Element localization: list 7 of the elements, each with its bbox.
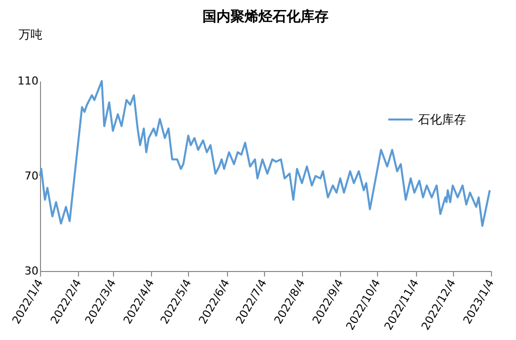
line-series (39, 80, 491, 227)
y-tick-label: 70 (24, 170, 38, 182)
chart-title: 国内聚烯烃石化库存 (202, 8, 328, 25)
y-axis-title: 万吨 (18, 28, 42, 42)
legend-label: 石化库存 (418, 112, 466, 126)
y-tick-label: 30 (24, 264, 38, 278)
y-tick-label: 110 (18, 74, 38, 88)
